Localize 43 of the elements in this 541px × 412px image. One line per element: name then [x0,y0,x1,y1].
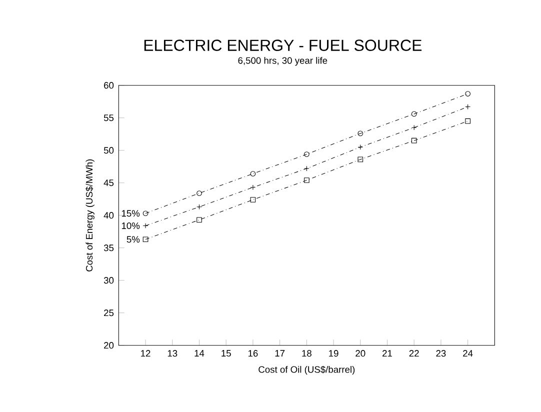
point [142,236,148,242]
chart-title: ELECTRIC ENERGY - FUEL SOURCE [144,40,422,51]
x-tick-label: 16 [248,350,258,357]
y-tick-label: 55 [104,114,114,122]
series-label: 15% [122,210,140,217]
point [411,138,417,144]
x-axis-title: Cost of Oil (US$/barrel) [258,366,355,375]
y-axis-title: Cost of Energy (US$/MWh) [86,159,94,272]
point [196,190,202,196]
point [196,217,202,223]
y-tick-label: 20 [104,342,114,349]
y-tick-label: 60 [104,82,114,89]
chart-subtitle: 6,500 hrs, 30 year life [238,56,328,66]
x-tick-label: 19 [329,350,338,357]
point [142,210,148,216]
x-tick-label: 13 [168,350,178,357]
point [250,197,256,202]
x-tick-label: 23 [436,350,446,357]
y-tick-label: 35 [104,244,114,252]
point [358,130,364,136]
y-tick-label: 50 [104,147,114,154]
x-tick-label: 20 [356,350,366,357]
x-tick-label: 18 [302,350,312,357]
point [304,152,310,157]
y-tick-label: 40 [104,212,114,219]
point [465,91,470,96]
point [411,111,417,117]
x-tick-label: 15 [222,350,231,357]
point [465,118,470,124]
x-tick-label: 22 [409,350,419,357]
x-tick-label: 21 [382,350,392,357]
x-tick-label: 24 [463,350,473,357]
x-tick-label: 12 [141,350,150,357]
y-tick-label: 45 [104,180,114,186]
point [304,178,310,183]
point [358,156,364,162]
y-tick-label: 25 [104,310,114,316]
point [250,171,256,176]
y-tick-label: 30 [104,277,114,284]
series-label: 10% [122,222,140,230]
x-tick-label: 17 [275,350,285,356]
series-label: 5% [126,236,140,243]
x-tick-label: 14 [194,350,204,356]
